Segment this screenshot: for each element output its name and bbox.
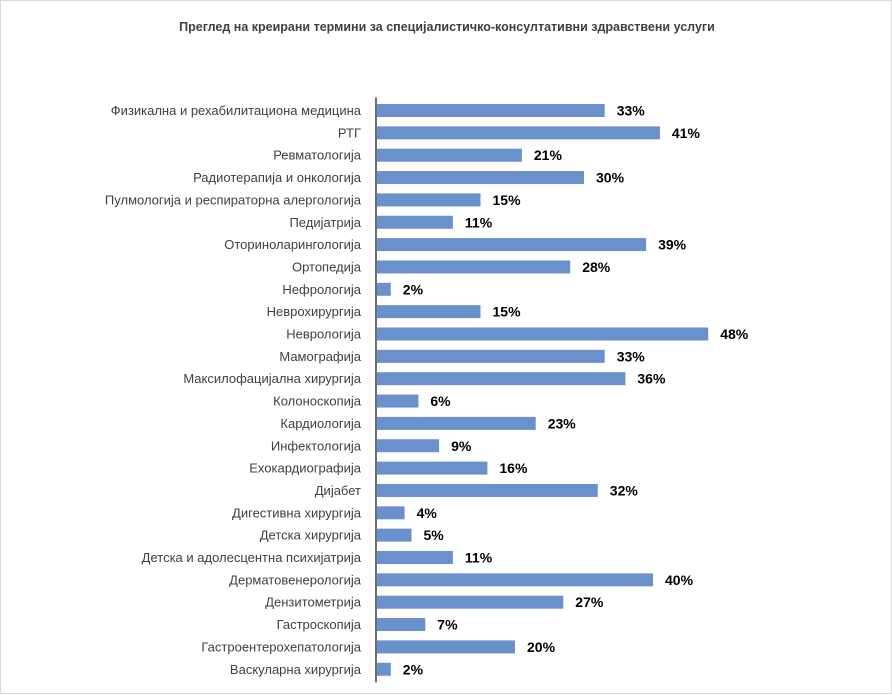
bar [377, 551, 453, 564]
category-label: Васкуларна хирургија [230, 662, 362, 677]
data-label: 41% [672, 125, 701, 141]
category-label: Ехокардиографија [249, 461, 362, 476]
bar [377, 282, 391, 296]
category-label: Ортопедија [292, 259, 362, 274]
bar [377, 506, 405, 520]
data-label: 39% [658, 237, 687, 253]
category-label: РТГ [338, 125, 361, 140]
bar [377, 416, 536, 430]
category-label: Дерматовенерологија [229, 572, 362, 587]
bar [377, 662, 391, 676]
bar [377, 148, 522, 162]
bar [377, 573, 653, 587]
bar [377, 349, 605, 363]
bar [377, 595, 564, 609]
category-label: Дијабет [315, 483, 361, 498]
category-label: Оториноларингологија [224, 237, 362, 252]
data-label: 21% [534, 147, 563, 163]
data-label: 23% [548, 415, 577, 431]
category-label: Кардиологија [280, 416, 361, 431]
data-label: 9% [451, 438, 472, 454]
category-label: Педијатрија [289, 215, 361, 230]
data-label: 27% [575, 594, 604, 610]
bar [377, 126, 660, 140]
data-label: 15% [493, 192, 522, 208]
chart-title: Преглед на креирани термини за специјали… [179, 20, 715, 34]
category-labels-group: Физикална и рехабилитациона медицина РТГ Р… [105, 103, 362, 677]
bar [377, 104, 605, 117]
bar [377, 483, 598, 497]
bar [377, 327, 709, 341]
bar [377, 439, 440, 453]
data-label: 2% [403, 661, 424, 677]
data-labels-group: 33%41%21%30%15%11%39%28%2%15%48%33%36%6%… [403, 103, 749, 678]
data-label: 4% [417, 505, 438, 521]
data-label: 11% [465, 214, 493, 230]
category-label: Неврологија [286, 327, 362, 342]
category-label: Гастроентерохепатологија [201, 639, 361, 654]
data-label: 33% [617, 348, 646, 364]
bar [377, 171, 584, 185]
bars-group [377, 104, 709, 676]
data-label: 7% [437, 617, 458, 633]
data-label: 16% [499, 460, 528, 476]
data-label: 28% [582, 259, 611, 275]
bar [377, 640, 515, 654]
bar [377, 394, 419, 408]
bar [377, 305, 481, 319]
category-label: Мамографија [279, 349, 361, 364]
category-label: Колоноскопија [273, 394, 362, 409]
data-label: 6% [430, 393, 451, 409]
data-label: 30% [596, 170, 625, 186]
category-label: Дигестивна хирургија [232, 505, 362, 520]
data-label: 32% [610, 482, 639, 498]
data-label: 15% [493, 304, 522, 320]
bar [377, 238, 647, 252]
category-label: Неврохирургија [267, 304, 362, 319]
data-label: 36% [637, 371, 666, 387]
category-label: Инфектологија [271, 438, 362, 453]
category-label: Максилофацијална хирургија [183, 371, 361, 386]
category-label: Ревматологија [273, 148, 362, 163]
data-label: 33% [617, 103, 646, 119]
bar [377, 461, 488, 475]
category-label: Физикална и рехабилитациона медицина [111, 103, 362, 118]
category-label: Радиотерапија и онкологија [193, 170, 362, 185]
category-label: Детска и адолесцентна психијатрија [142, 550, 362, 565]
data-label: 5% [424, 527, 445, 543]
category-label: Гастроскопија [277, 617, 362, 632]
data-label: 20% [527, 639, 556, 655]
category-label: Пулмологија и респираторна алергологија [105, 192, 362, 207]
data-label: 2% [403, 281, 424, 297]
category-label: Нефрологија [282, 282, 361, 297]
data-label: 11% [465, 550, 493, 566]
bar [377, 528, 412, 542]
bar [377, 260, 571, 274]
bar [377, 193, 481, 207]
bar [377, 618, 426, 632]
bar [377, 215, 453, 229]
data-label: 48% [720, 326, 749, 342]
category-label: Дензитометрија [265, 595, 362, 610]
data-label: 40% [665, 572, 694, 588]
category-label: Детска хирургија [260, 528, 362, 543]
bar [377, 372, 626, 386]
